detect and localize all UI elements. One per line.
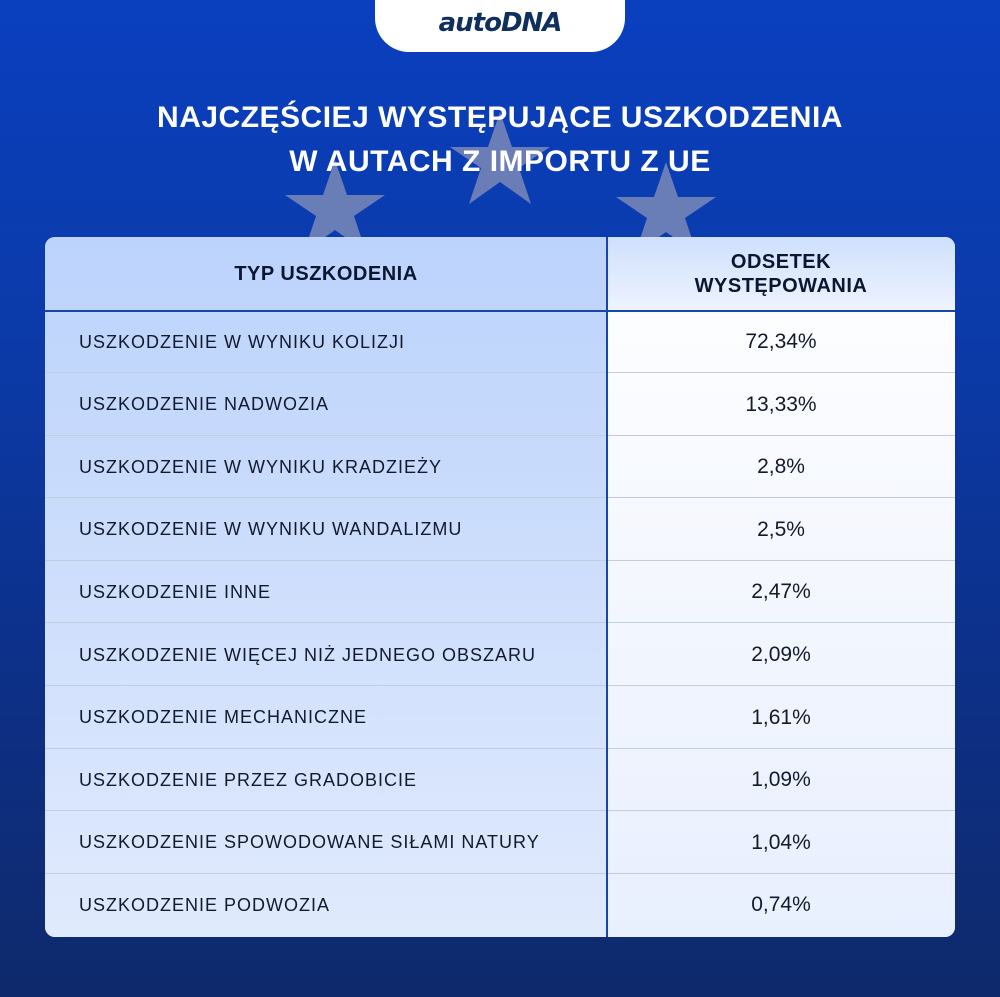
damage-type-cell: USZKODZENIE SPOWODOWANE SIŁAMI NATURY [79,832,540,853]
damage-type-cell: USZKODZENIE W WYNIKU KOLIZJI [79,331,406,352]
table-row: USZKODZENIE SPOWODOWANE SIŁAMI NATURY 1,0… [45,812,955,874]
share-cell: 1,04% [751,830,811,854]
table-row: USZKODZENIE PRZEZ GRADOBICIE 1,09% [45,749,955,812]
table-row: USZKODZENIE W WYNIKU KRADZIEŻY 2,8% [45,436,955,499]
page-title: NAJCZĘŚCIEJ WYSTĘPUJĄCE USZKODZENIA W AU… [0,96,1000,184]
share-cell: 1,61% [751,705,811,729]
column-header-type: TYP USZKODENIA [234,263,418,285]
damage-type-cell: USZKODZENIE WIĘCEJ NIŻ JEDNEGO OBSZARU [79,644,537,665]
star-icon [450,112,550,204]
damage-table: TYP USZKODENIA ODSETEK WYSTĘPOWANIA USZK… [45,237,955,937]
column-header-share: ODSETEK WYSTĘPOWANIA [694,251,868,297]
share-cell: 2,8% [757,455,805,479]
share-cell: 13,33% [745,392,817,416]
share-cell: 1,09% [751,768,811,792]
table-row: USZKODZENIE NADWOZIA 13,33% [45,374,955,436]
eu-stars-decoration [285,112,716,254]
title-line-1: NAJCZĘŚCIEJ WYSTĘPUJĄCE USZKODZENIA [157,101,843,134]
damage-type-cell: USZKODZENIE W WYNIKU WANDALIZMU [79,519,463,540]
table-row: USZKODZENIE WIĘCEJ NIŻ JEDNEGO OBSZARU 2,… [45,624,955,686]
table-row: USZKODZENIE PODWOZIA 0,74% [45,874,955,936]
share-cell: 0,74% [751,893,811,917]
logo-tab: autoDNA [375,0,625,52]
title-line-2: W AUTACH Z IMPORTU Z UE [289,145,711,178]
share-cell: 2,09% [751,643,811,666]
share-cell: 2,5% [757,517,805,541]
star-icon [616,162,716,254]
damage-type-cell: USZKODZENIE NADWOZIA [79,394,330,415]
share-cell: 2,47% [751,580,811,604]
damage-type-cell: USZKODZENIE MECHANICZNE [79,707,368,728]
damage-type-cell: USZKODZENIE PODWOZIA [79,894,331,915]
autodna-logo: autoDNA [438,8,563,38]
damage-type-cell: USZKODZENIE INNE [79,581,272,602]
table-row: USZKODZENIE INNE 2,47% [45,561,955,624]
damage-type-cell: USZKODZENIE W WYNIKU KRADZIEŻY [79,456,443,477]
table-row: USZKODZENIE MECHANICZNE 1,61% [45,687,955,749]
table-row: USZKODZENIE W WYNIKU KOLIZJI 72,34% [45,311,955,373]
damage-type-cell: USZKODZENIE PRZEZ GRADOBICIE [79,769,418,790]
star-icon [285,160,385,252]
table-row: USZKODZENIE W WYNIKU WANDALIZMU 2,5% [45,499,955,561]
share-cell: 72,34% [745,330,817,353]
